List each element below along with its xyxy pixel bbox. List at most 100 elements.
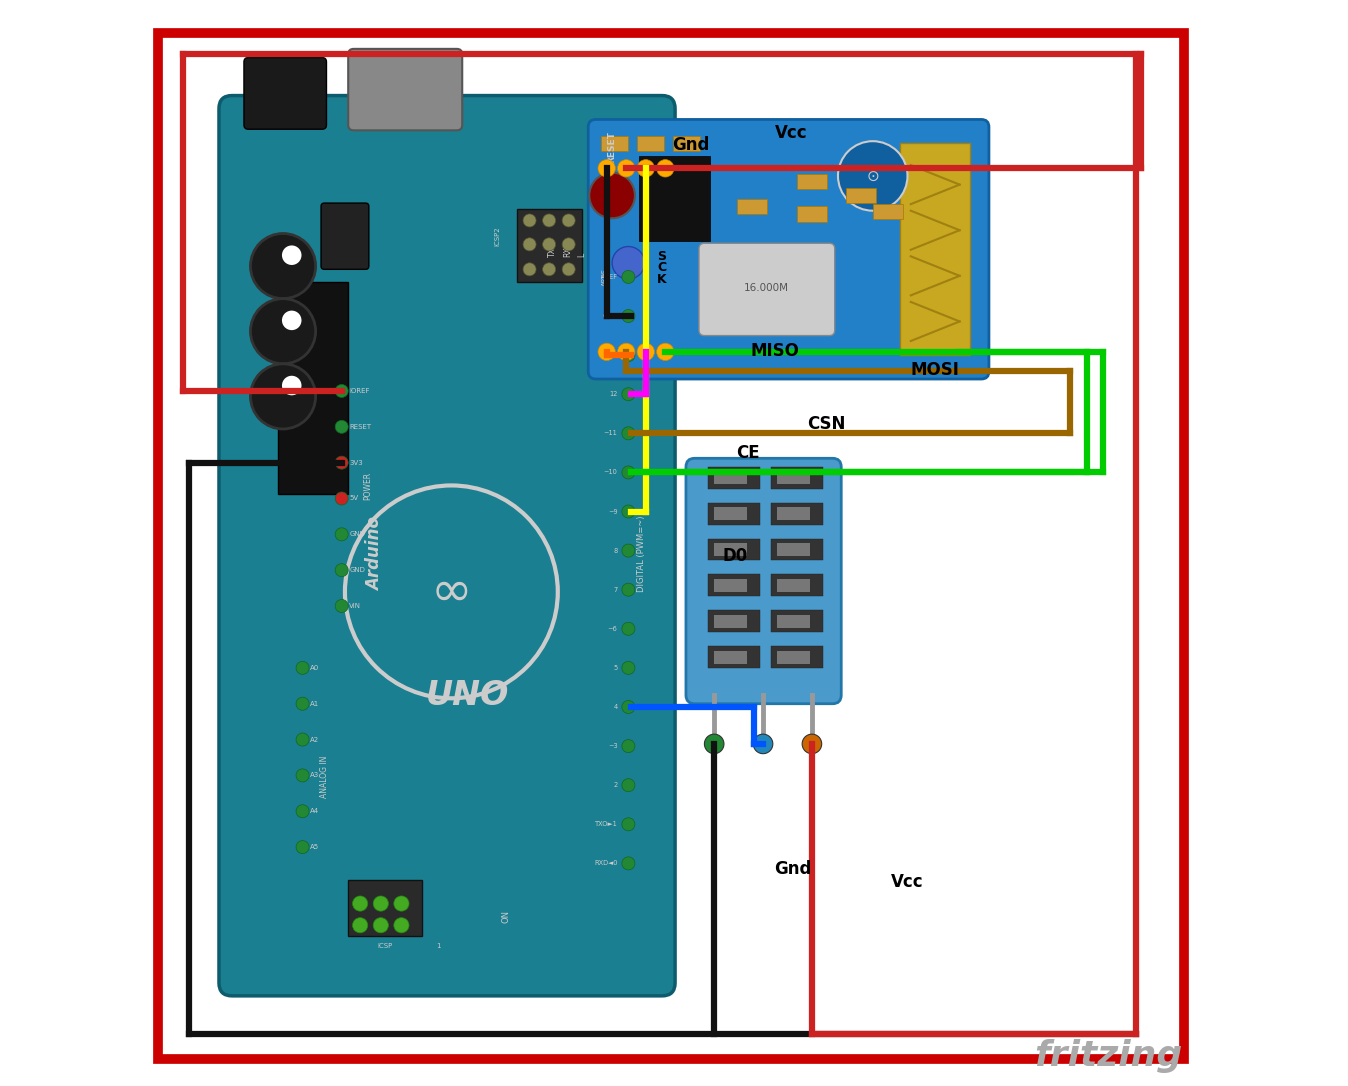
Text: 7: 7	[613, 586, 617, 593]
Circle shape	[621, 270, 635, 283]
Circle shape	[562, 238, 576, 251]
Text: A4: A4	[310, 808, 319, 814]
Bar	[797, 206, 828, 222]
Text: ∞: ∞	[430, 568, 472, 616]
Circle shape	[336, 420, 348, 433]
Text: 5: 5	[613, 665, 617, 671]
Text: AREF: AREF	[601, 267, 608, 286]
Bar	[771, 574, 822, 596]
FancyBboxPatch shape	[244, 58, 326, 129]
Circle shape	[638, 160, 654, 177]
Text: A1: A1	[310, 700, 319, 707]
Circle shape	[612, 247, 644, 279]
Bar	[778, 471, 810, 484]
Bar	[348, 880, 422, 936]
Bar	[714, 471, 747, 484]
Circle shape	[251, 299, 315, 364]
Text: DIGITAL (PWM=~): DIGITAL (PWM=~)	[636, 516, 646, 592]
Circle shape	[802, 734, 822, 754]
Circle shape	[336, 492, 348, 505]
Bar	[900, 143, 971, 355]
Circle shape	[336, 564, 348, 577]
Text: ANALOG IN: ANALOG IN	[319, 755, 329, 798]
Text: GND: GND	[349, 567, 365, 573]
Circle shape	[297, 697, 309, 710]
FancyBboxPatch shape	[588, 119, 989, 379]
Text: A5: A5	[310, 844, 319, 850]
Circle shape	[621, 583, 635, 596]
Text: RXD◄0: RXD◄0	[594, 860, 617, 867]
Text: Vcc: Vcc	[775, 124, 807, 142]
Bar	[601, 136, 628, 151]
Text: GND: GND	[603, 313, 617, 319]
Circle shape	[562, 214, 576, 227]
Text: 13: 13	[609, 352, 617, 358]
Bar	[778, 615, 810, 628]
Text: Arduino: Arduino	[367, 517, 384, 591]
Bar	[714, 507, 747, 520]
Text: ~9: ~9	[608, 508, 617, 515]
Circle shape	[523, 238, 537, 251]
Text: ~11: ~11	[604, 430, 617, 437]
Bar	[708, 467, 760, 489]
Bar	[797, 174, 828, 189]
Circle shape	[251, 233, 315, 299]
Text: ICSP2: ICSP2	[495, 227, 500, 247]
Circle shape	[282, 311, 302, 330]
Bar	[771, 646, 822, 668]
Text: Gnd: Gnd	[671, 136, 709, 154]
Circle shape	[336, 528, 348, 541]
Text: ICSP: ICSP	[377, 943, 392, 949]
Circle shape	[373, 896, 388, 911]
Bar	[278, 282, 348, 494]
Circle shape	[621, 427, 635, 440]
Text: ~6: ~6	[608, 626, 617, 632]
Bar	[778, 579, 810, 592]
Text: RX: RX	[563, 247, 572, 257]
Bar	[708, 646, 760, 668]
Bar	[714, 543, 747, 556]
Circle shape	[621, 700, 635, 714]
Circle shape	[523, 263, 537, 276]
Circle shape	[297, 733, 309, 746]
Text: ON: ON	[501, 910, 510, 923]
Bar	[714, 579, 747, 592]
Circle shape	[251, 364, 315, 429]
Text: 2: 2	[613, 782, 617, 788]
Circle shape	[543, 214, 555, 227]
Text: 16.000M: 16.000M	[744, 282, 789, 293]
Text: Vcc: Vcc	[891, 873, 923, 892]
Circle shape	[705, 734, 724, 754]
Bar	[771, 610, 822, 632]
Text: 8: 8	[613, 547, 617, 554]
Bar	[778, 507, 810, 520]
Text: A2: A2	[310, 736, 319, 743]
Bar	[845, 188, 876, 203]
Circle shape	[621, 661, 635, 674]
Text: MISO: MISO	[749, 342, 799, 361]
Circle shape	[754, 734, 772, 754]
Circle shape	[336, 599, 348, 613]
Circle shape	[589, 173, 635, 218]
Bar	[714, 651, 747, 664]
Circle shape	[523, 214, 537, 227]
Text: IOREF: IOREF	[349, 388, 369, 394]
Text: MOSI: MOSI	[911, 361, 960, 379]
Circle shape	[621, 388, 635, 401]
Text: TX: TX	[547, 248, 557, 257]
Text: TXO►1: TXO►1	[594, 821, 617, 828]
Circle shape	[621, 857, 635, 870]
Circle shape	[373, 918, 388, 933]
Circle shape	[621, 349, 635, 362]
Bar	[778, 651, 810, 664]
Text: 4: 4	[613, 704, 617, 710]
Bar	[708, 539, 760, 560]
Text: 5V: 5V	[349, 495, 359, 502]
Circle shape	[599, 343, 615, 361]
Circle shape	[621, 622, 635, 635]
Bar	[639, 156, 710, 241]
Text: AREF: AREF	[600, 274, 617, 280]
FancyBboxPatch shape	[321, 203, 369, 269]
Text: GND: GND	[349, 531, 365, 538]
Text: UNO: UNO	[426, 679, 510, 711]
